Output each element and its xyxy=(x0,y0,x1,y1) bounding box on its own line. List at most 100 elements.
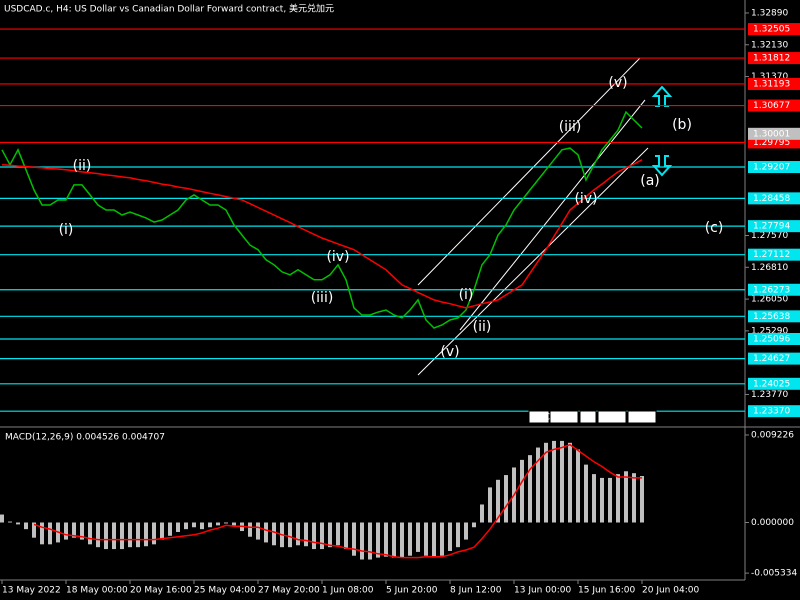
macd-bar xyxy=(224,522,228,524)
macd-bar xyxy=(472,522,476,528)
macd-bar xyxy=(608,477,612,523)
macd-bar xyxy=(88,522,92,545)
macd-bar xyxy=(376,522,380,558)
y-tick-label: 1.32130 xyxy=(751,40,788,50)
level-box xyxy=(748,283,800,296)
macd-bar xyxy=(432,522,436,558)
macd-bar xyxy=(16,522,20,525)
level-box xyxy=(748,310,800,323)
macd-bar xyxy=(112,522,116,550)
wave-label: (iii) xyxy=(311,290,334,306)
time-marker-box xyxy=(627,410,657,424)
macd-bar xyxy=(448,522,452,551)
macd-bar xyxy=(496,479,500,523)
level-box xyxy=(748,405,800,418)
macd-bar xyxy=(592,474,596,523)
level-label: 1.26273 xyxy=(753,285,790,295)
wave-label: (i) xyxy=(459,287,474,303)
macd-bar xyxy=(48,522,52,545)
level-box xyxy=(748,192,800,205)
level-box xyxy=(748,248,800,261)
y-tick-label: 1.32890 xyxy=(751,8,788,18)
y-tick-label: 1.26810 xyxy=(751,263,788,273)
ma-line xyxy=(1,159,643,309)
x-tick-label: 20 Jun 04:00 xyxy=(642,586,699,596)
macd-bar xyxy=(584,464,588,523)
time-marker: 20: xyxy=(582,413,596,423)
macd-bar xyxy=(424,522,428,556)
wave-label: (v) xyxy=(440,344,459,360)
y-tick-label: 1.25290 xyxy=(751,326,788,336)
level-box xyxy=(748,332,800,345)
y-tick-label: 1.27570 xyxy=(751,231,788,241)
macd-bar xyxy=(568,442,572,523)
macd-bar xyxy=(0,514,4,523)
level-label: 1.29795 xyxy=(753,138,790,148)
level-box xyxy=(748,52,800,65)
macd-bar xyxy=(136,522,140,548)
y-tick-label: -0.005334 xyxy=(751,569,797,579)
macd-bar xyxy=(600,477,604,523)
macd-bar xyxy=(408,522,412,556)
level-box xyxy=(748,220,800,233)
macd-bar xyxy=(416,522,420,552)
macd-bar xyxy=(80,522,84,540)
x-tick-label: 5 Jun 20:00 xyxy=(386,586,438,596)
macd-title: MACD(12,26,9) 0.004526 0.004707 xyxy=(5,433,165,443)
signal-line xyxy=(33,443,642,559)
macd-bar xyxy=(544,442,548,523)
macd-bar xyxy=(520,459,524,523)
level-label: 1.25638 xyxy=(753,312,790,322)
channel-line xyxy=(459,99,646,331)
level-label: 1.29207 xyxy=(753,163,790,173)
macd-bar xyxy=(216,522,220,526)
x-tick-label: 18 May 00:00 xyxy=(66,586,128,596)
y-tick-label: 1.31370 xyxy=(751,72,788,82)
macd-bar xyxy=(64,522,68,540)
level-label: 1.27112 xyxy=(753,250,790,260)
level-label: 1.23370 xyxy=(753,407,790,417)
macd-bar xyxy=(104,522,108,550)
macd-bar xyxy=(256,522,260,540)
macd-bar xyxy=(248,522,252,537)
macd-bar xyxy=(208,522,212,528)
level-box xyxy=(748,377,800,390)
macd-bar xyxy=(624,471,628,523)
arrow-down xyxy=(651,155,673,177)
macd-bar xyxy=(40,522,44,545)
y-tick-label: 1.23770 xyxy=(751,390,788,400)
x-tick-label: 27 May 20:00 xyxy=(258,586,320,596)
macd-bar xyxy=(200,522,204,530)
macd-bar xyxy=(560,440,564,523)
level-label: 1.27794 xyxy=(753,222,790,232)
macd-bar xyxy=(184,522,188,530)
macd-bar xyxy=(368,522,372,560)
y-tick-label: 1.26050 xyxy=(751,295,788,305)
macd-bar xyxy=(8,521,12,523)
level-box xyxy=(748,77,800,90)
macd-bar xyxy=(440,522,444,556)
chart-title: USDCAD.c, H4: US Dollar vs Canadian Doll… xyxy=(4,3,334,15)
level-label: 1.25096 xyxy=(753,334,790,344)
macd-bar xyxy=(144,522,148,547)
level-label: 1.31812 xyxy=(753,54,790,64)
macd-bar xyxy=(456,522,460,548)
level-box xyxy=(748,161,800,174)
macd-bar xyxy=(128,522,132,548)
macd-bar xyxy=(632,473,636,523)
macd-bar xyxy=(272,522,276,546)
macd-bar xyxy=(176,522,180,532)
price-box xyxy=(748,127,800,140)
macd-bar xyxy=(96,522,100,548)
x-tick-label: 8 Jun 12:00 xyxy=(450,586,502,596)
x-tick-label: 13 May 2022 xyxy=(2,586,61,596)
macd-bar xyxy=(344,522,348,550)
time-marker: 15:30 xyxy=(552,413,578,423)
macd-bar xyxy=(536,447,540,523)
wave-label: (ii) xyxy=(473,319,492,335)
time-marker-box xyxy=(528,410,550,424)
macd-bar xyxy=(32,522,36,538)
level-label: 1.31193 xyxy=(753,79,790,89)
